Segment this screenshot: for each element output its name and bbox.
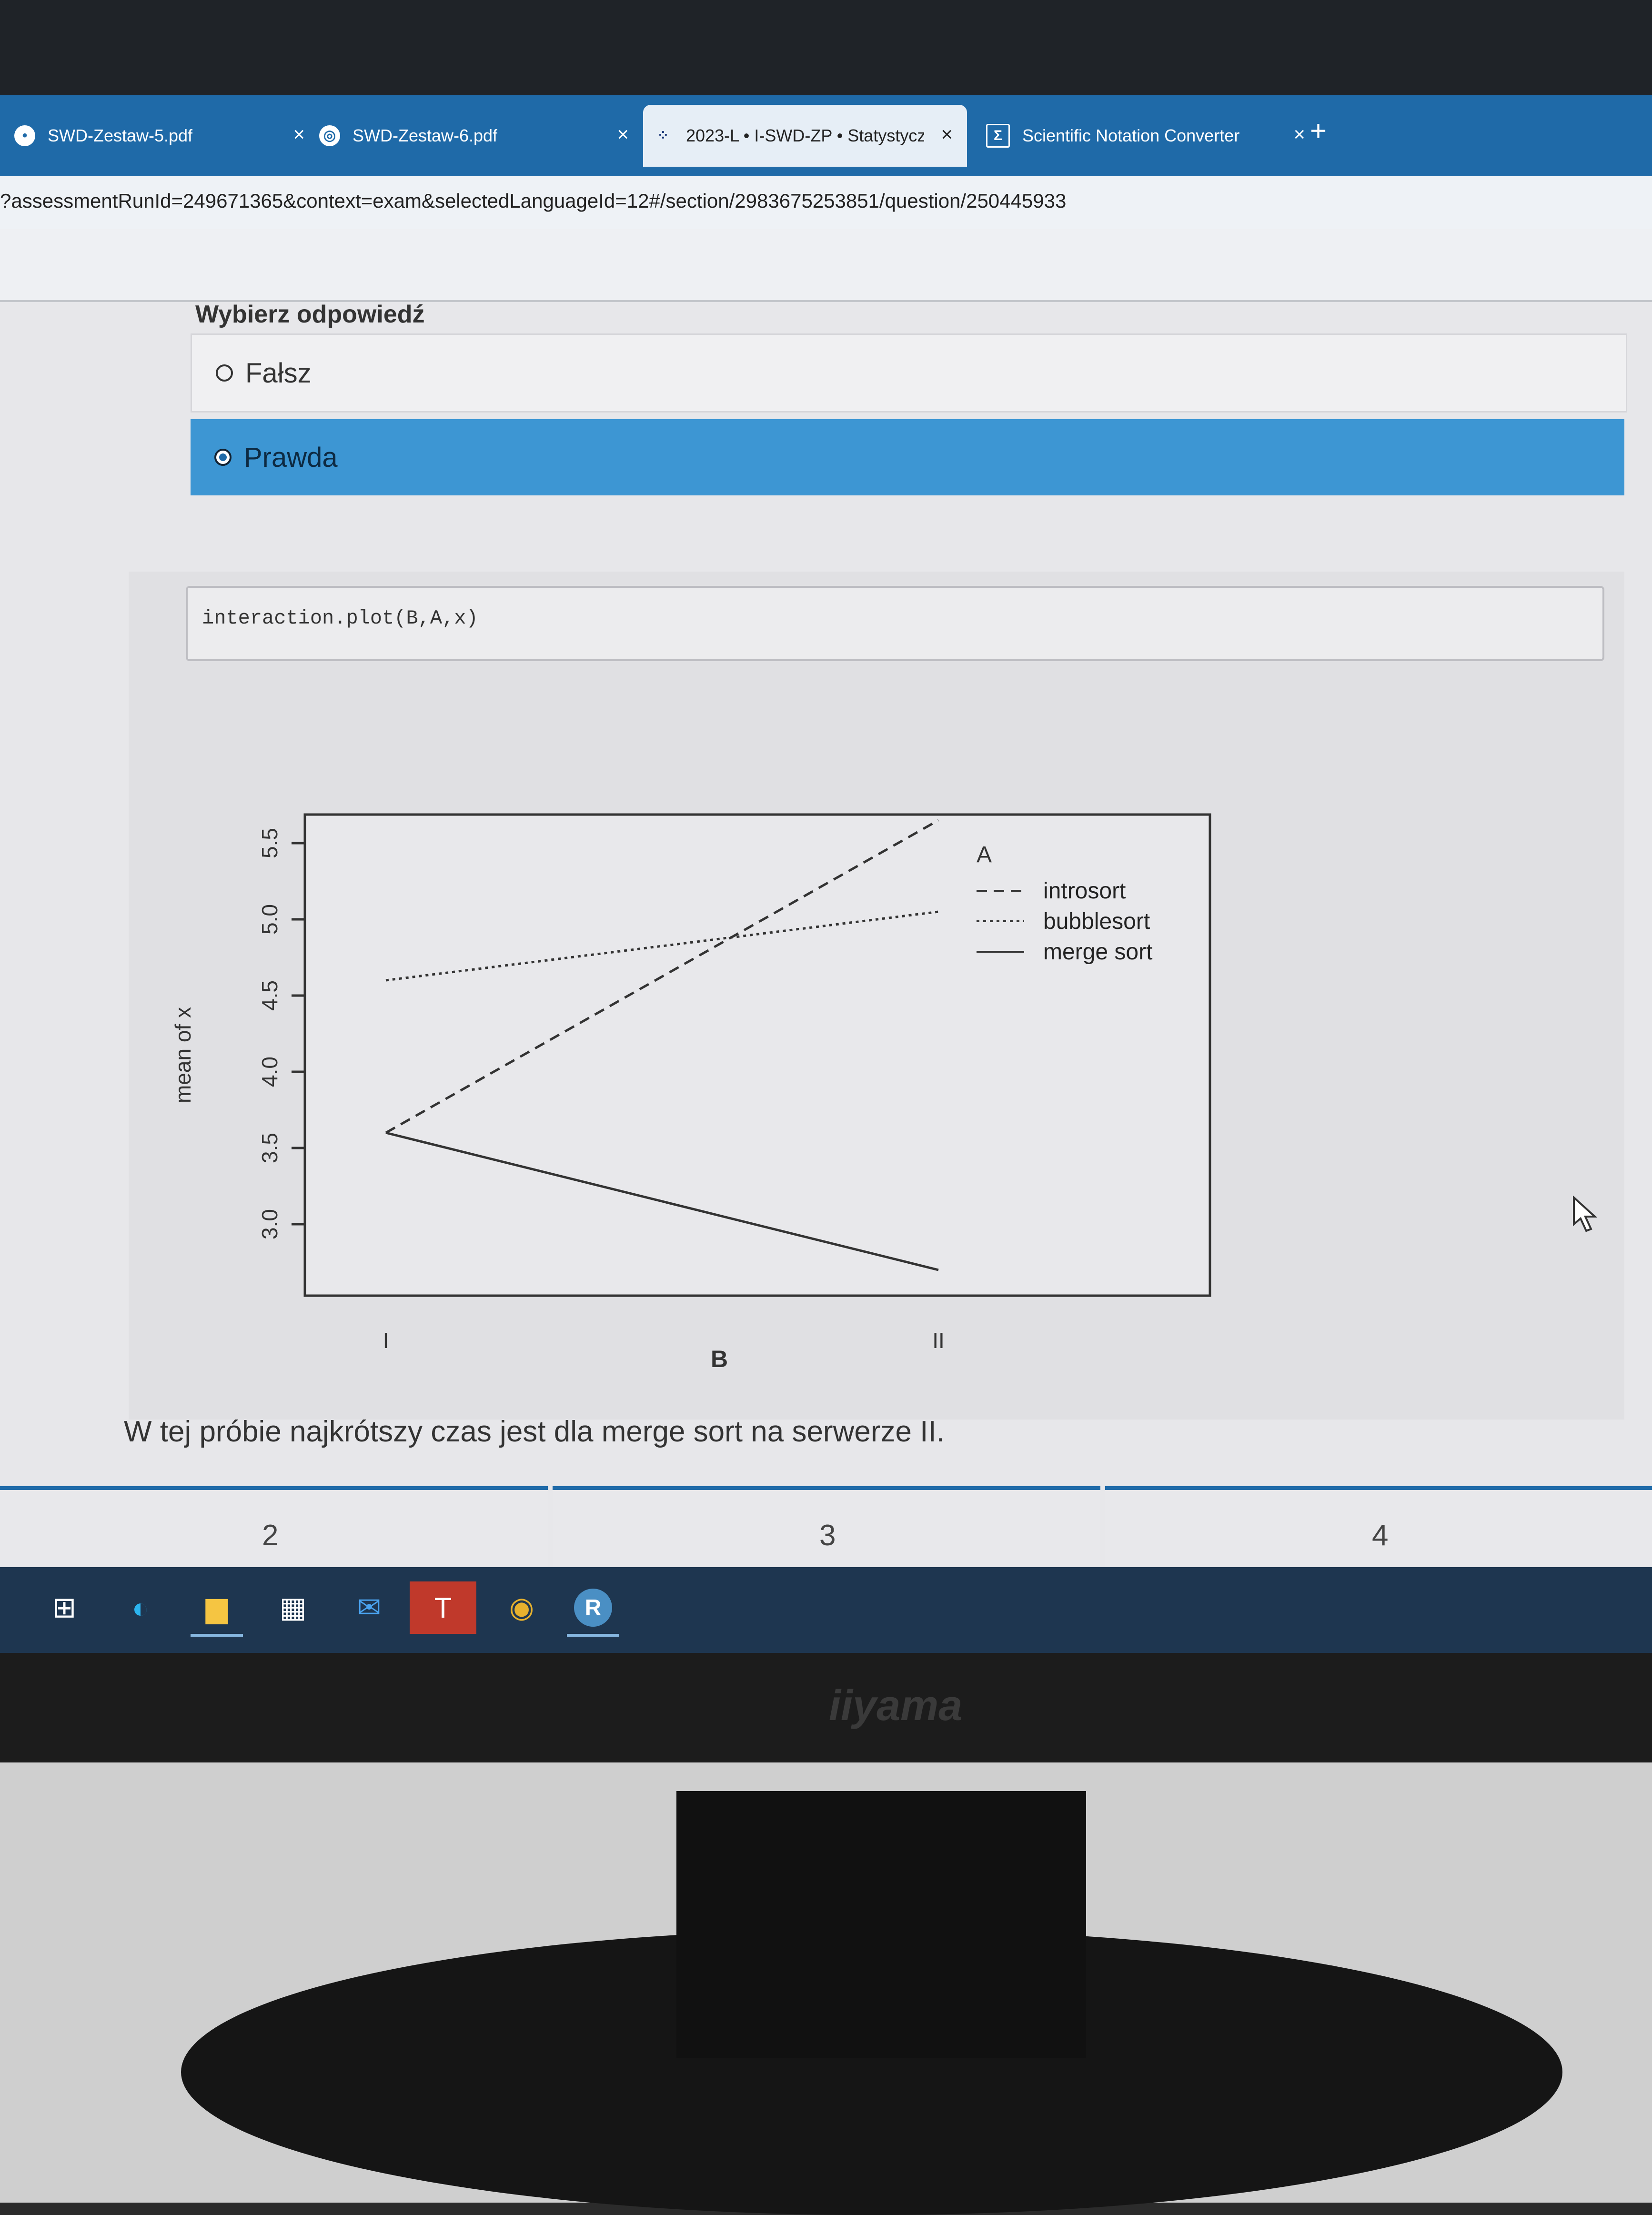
page-number: 4 — [1372, 1519, 1389, 1552]
new-tab-button[interactable]: + — [1310, 115, 1327, 147]
y-tick-label: 4.0 — [257, 1057, 282, 1087]
sigma-icon: Σ — [986, 124, 1010, 148]
option-label: Prawda — [244, 442, 338, 473]
series-line-merge-sort — [385, 1131, 939, 1271]
plot-frame — [303, 813, 1211, 1297]
x-tick-label: I — [383, 1328, 389, 1353]
screen: • SWD-Zestaw-5.pdf × ◎ SWD-Zestaw-6.pdf … — [0, 95, 1652, 1653]
close-icon[interactable]: × — [941, 123, 953, 145]
tab-title: SWD-Zestaw-5.pdf — [48, 126, 193, 145]
option-label: Fałsz — [245, 357, 312, 389]
y-tick-label: 3.0 — [257, 1209, 282, 1239]
edge-icon[interactable]: ◐ — [131, 1591, 150, 1624]
browser-tab-bar: • SWD-Zestaw-5.pdf × ◎ SWD-Zestaw-6.pdf … — [0, 95, 1652, 176]
option-true[interactable]: Prawda — [191, 419, 1624, 495]
legend-entry: bubblesort — [1043, 909, 1150, 934]
radio-button-selected[interactable] — [214, 449, 232, 466]
close-icon[interactable]: × — [617, 123, 629, 145]
code-block: interaction.plot(B,A,x) — [186, 586, 1604, 661]
x-axis-label: B — [711, 1346, 728, 1372]
moodle-icon: ⁘ — [657, 128, 669, 143]
y-tick-label: 5.0 — [257, 904, 282, 935]
answer-heading: Wybierz odpowiedź — [195, 301, 425, 328]
tab-title: SWD-Zestaw-6.pdf — [353, 126, 498, 145]
r-letter: R — [574, 1589, 612, 1627]
store-icon[interactable]: ▦ — [279, 1591, 307, 1623]
question-statement: W tej próbie najkrótszy czas jest dla me… — [124, 1415, 945, 1448]
y-tick-label: 5.5 — [257, 828, 282, 858]
tab-title: 2023-L • I-SWD-ZP • Statystyczı — [686, 126, 924, 145]
tab-swd-zestaw-5[interactable]: • SWD-Zestaw-5.pdf × — [0, 105, 319, 167]
tab-swd-zestaw-6[interactable]: ◎ SWD-Zestaw-6.pdf × — [314, 105, 643, 167]
interaction-plot: mean of x B A 3.03.54.04.55.05.5I IIintro… — [171, 813, 1211, 1372]
tab-active-exam[interactable]: ⁘ 2023-L • I-SWD-ZP • Statystyczı × — [643, 105, 967, 167]
address-bar[interactable]: ?assessmentRunId=249671365&context=exam&… — [0, 176, 1652, 230]
page-number: 3 — [819, 1519, 836, 1552]
mail-icon[interactable]: ✉ — [357, 1591, 382, 1623]
tab-scientific-notation[interactable]: Σ Scientific Notation Converter × — [972, 105, 1320, 167]
close-icon[interactable]: × — [293, 123, 305, 145]
code-text: interaction.plot(B,A,x) — [202, 607, 478, 630]
page-number: 2 — [262, 1519, 279, 1552]
legend-title: A — [977, 842, 992, 867]
pdf-icon: • — [14, 125, 35, 146]
monitor-stand — [676, 1791, 1086, 2058]
question-content: interaction.plot(B,A,x) mean of x B A 3.… — [129, 572, 1624, 1420]
legend-entry: introsort — [1043, 878, 1126, 904]
monitor-bezel-top — [0, 0, 1652, 95]
page-header — [0, 229, 1652, 302]
globe-icon: ◎ — [319, 125, 340, 146]
y-axis-label: mean of x — [171, 1007, 195, 1103]
legend-entry: merge sort — [1043, 939, 1152, 965]
monitor-brand-logo: iiyama — [829, 1682, 963, 1730]
file-explorer-icon[interactable]: ▆ — [191, 1581, 243, 1637]
url-text[interactable]: ?assessmentRunId=249671365&context=exam&… — [0, 190, 1067, 212]
windows-taskbar: ⊞ ◐ ▆ ▦ ✉ T ◉ R — [0, 1567, 1652, 1653]
chrome-icon[interactable]: ◉ — [509, 1591, 534, 1623]
teams-icon[interactable]: T — [410, 1581, 476, 1634]
option-false[interactable]: Fałsz — [191, 333, 1627, 413]
y-tick-label: 4.5 — [257, 980, 282, 1011]
x-tick-label: II — [932, 1328, 945, 1353]
close-icon[interactable]: × — [1293, 123, 1305, 145]
y-tick-label: 3.5 — [257, 1133, 282, 1163]
series-line-introsort — [385, 819, 939, 1134]
r-icon[interactable]: R — [567, 1581, 619, 1637]
tab-title: Scientific Notation Converter — [1022, 126, 1240, 145]
mouse-cursor-icon — [1573, 1196, 1598, 1232]
task-view-icon[interactable]: ⊞ — [52, 1591, 77, 1623]
teams-letter: T — [434, 1591, 452, 1624]
exam-page: Wybierz odpowiedź Fałsz Prawda interacti… — [0, 229, 1652, 1653]
radio-button[interactable] — [216, 364, 233, 382]
